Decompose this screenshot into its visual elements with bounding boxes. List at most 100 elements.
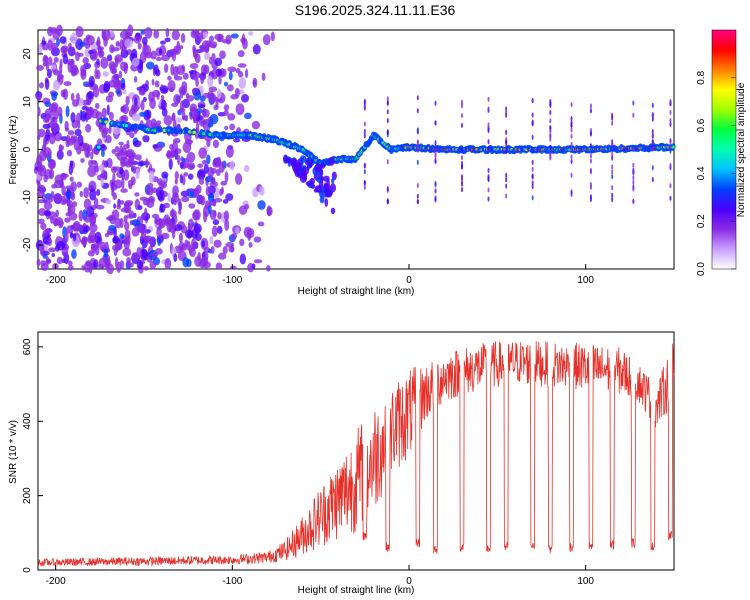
spectrogram-cell <box>194 53 201 64</box>
spectrogram-cell <box>108 111 114 121</box>
spectrogram-cell <box>96 189 101 196</box>
spectrogram-cell <box>235 103 245 116</box>
spectrogram-cell <box>363 162 366 168</box>
spectrogram-cell <box>48 247 56 253</box>
spectrogram-cell <box>56 220 65 226</box>
spectrogram-cell <box>243 203 250 210</box>
spectrogram-cell <box>531 174 534 180</box>
spectrogram-cell <box>505 183 508 189</box>
spectrogram-cell <box>669 110 672 116</box>
spectrogram-cell <box>172 65 179 78</box>
spectrogram-cell <box>80 65 87 74</box>
spectrogram-cell <box>123 204 132 214</box>
spectrogram-cell <box>184 229 194 239</box>
spectrogram-cell <box>52 29 60 41</box>
spectrogram-cell <box>106 54 113 62</box>
spectrogram-cell <box>192 29 200 38</box>
spectrogram-cell <box>589 143 592 149</box>
spectrogram-cell <box>270 31 275 42</box>
spectrogram-cell <box>160 203 166 213</box>
spectrogram-cell <box>79 224 84 233</box>
spectrogram-cell <box>292 161 298 171</box>
spectrogram-cell <box>204 51 210 60</box>
spectrogram-cell <box>101 107 107 119</box>
snr-y-axis-title: SNR (10 * v/v) <box>8 420 19 484</box>
spectrogram-cell <box>632 162 635 168</box>
spectrogram-cell <box>80 158 85 163</box>
spectrogram-cell <box>434 120 437 126</box>
spectrogram-cell <box>122 247 132 257</box>
spectrogram-cell <box>651 146 654 152</box>
spectrogram-cell <box>570 158 573 164</box>
spectrogram-cell <box>531 112 534 118</box>
spectrogram-cell <box>203 163 209 175</box>
spectrogram-cell <box>42 123 50 130</box>
spectrogram-cell <box>174 171 179 180</box>
spectrogram-cell <box>611 185 614 191</box>
spectrogram-cell <box>56 256 63 265</box>
colorbar: 0.0 0.2 0.4 0.6 0.8 Normalized spectral ampl… <box>696 29 747 276</box>
spectrogram-cell <box>251 120 261 130</box>
spectrogram-cell <box>222 68 227 77</box>
spectrogram-cell <box>487 139 490 145</box>
spectrogram-cell <box>94 68 98 80</box>
spectrogram-cell <box>135 154 142 161</box>
spectrogram-cell <box>505 144 508 150</box>
spectrogram-cell <box>120 156 129 167</box>
spectrogram-cell <box>212 139 220 149</box>
spectrogram-cell <box>531 166 534 172</box>
spectrogram-cell <box>38 82 44 89</box>
spectrogram-cell <box>651 116 654 122</box>
spectrogram-cell <box>487 196 490 202</box>
spectrogram-cell <box>363 121 366 127</box>
spectrogram-cell <box>208 86 218 93</box>
spectrogram-cell <box>632 147 635 153</box>
spectrogram-cell <box>71 99 79 107</box>
spectrogram-cell <box>140 29 145 35</box>
spectrogram-cell <box>202 31 209 39</box>
spectrogram-cell <box>55 209 59 218</box>
spectrogram-cell <box>651 129 654 135</box>
spectrogram-cell <box>202 261 211 269</box>
spectrogram-cell <box>123 202 132 207</box>
spectrogram-cell <box>202 108 210 118</box>
spectrogram-cell <box>632 198 635 204</box>
spectrogram-cell <box>46 196 54 203</box>
spectrogram-cell <box>154 80 160 88</box>
spectrogram-cell <box>139 196 148 201</box>
spectrogram-cell <box>217 36 222 43</box>
spectrogram-cell <box>60 173 67 178</box>
spectrogram-cell <box>215 262 223 270</box>
spectrogram-cell <box>118 70 123 79</box>
spectrogram-cell <box>87 250 95 257</box>
spectrogram-cell <box>40 222 47 231</box>
spectrogram-cell <box>611 120 614 126</box>
spectrogram-cell <box>193 209 201 221</box>
spectrogram-cell <box>40 112 47 120</box>
spectrogram-cell <box>363 99 366 105</box>
spectrogram-cell <box>206 154 211 165</box>
spectrogram-cell <box>201 47 205 53</box>
spectrogram-cell <box>487 167 490 173</box>
spectrogram-cell <box>301 166 310 176</box>
snr-x-axis-title: Height of straight line (km) <box>298 585 415 596</box>
spectrogram-cell <box>195 77 199 87</box>
spectrogram-cell <box>95 204 105 210</box>
spectrogram-cell <box>123 221 130 231</box>
spectrogram-cell <box>75 51 80 62</box>
spectrogram-cell <box>133 97 138 107</box>
spectrogram-cell <box>53 79 61 91</box>
spectrogram-cell <box>434 100 437 106</box>
spectrogram-cell <box>196 169 206 180</box>
spectrogram-cell <box>531 195 534 201</box>
spectrogram-cell <box>108 80 117 88</box>
spectrogram-cell <box>70 192 76 201</box>
spectrogram-cell <box>36 64 44 71</box>
spectrogram-cell <box>60 45 69 53</box>
spectrogram-cell <box>62 90 67 97</box>
spectrogram-cell <box>97 264 104 270</box>
spectrogram-cell <box>164 257 172 270</box>
spectrogram-cell <box>505 139 508 145</box>
spectrogram-cell <box>135 168 140 180</box>
spectrogram-cell <box>52 69 61 76</box>
